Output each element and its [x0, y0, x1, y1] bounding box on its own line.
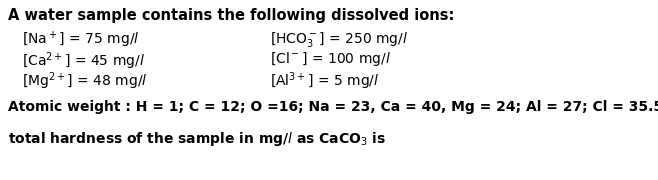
Text: [HCO$_3^-$] = 250 mg/$\it{l}$: [HCO$_3^-$] = 250 mg/$\it{l}$: [270, 30, 408, 49]
Text: total hardness of the sample in mg/$\it{l}$ as CaCO$_3$ is: total hardness of the sample in mg/$\it{…: [8, 130, 386, 148]
Text: [Al$^{3+}$] = 5 mg/$\it{l}$: [Al$^{3+}$] = 5 mg/$\it{l}$: [270, 70, 379, 92]
Text: [Cl$^-$] = 100 mg/$\it{l}$: [Cl$^-$] = 100 mg/$\it{l}$: [270, 50, 391, 68]
Text: A water sample contains the following dissolved ions:: A water sample contains the following di…: [8, 8, 455, 23]
Text: [Mg$^{2+}$] = 48 mg/$\it{l}$: [Mg$^{2+}$] = 48 mg/$\it{l}$: [22, 70, 147, 92]
Text: [Ca$^{2+}$] = 45 mg/$\it{l}$: [Ca$^{2+}$] = 45 mg/$\it{l}$: [22, 50, 145, 72]
Text: [Na$^+$] = 75 mg/$\it{l}$: [Na$^+$] = 75 mg/$\it{l}$: [22, 30, 139, 50]
Text: Atomic weight : H = 1; C = 12; O =16; Na = 23, Ca = 40, Mg = 24; Al = 27; Cl = 3: Atomic weight : H = 1; C = 12; O =16; Na…: [8, 100, 658, 114]
